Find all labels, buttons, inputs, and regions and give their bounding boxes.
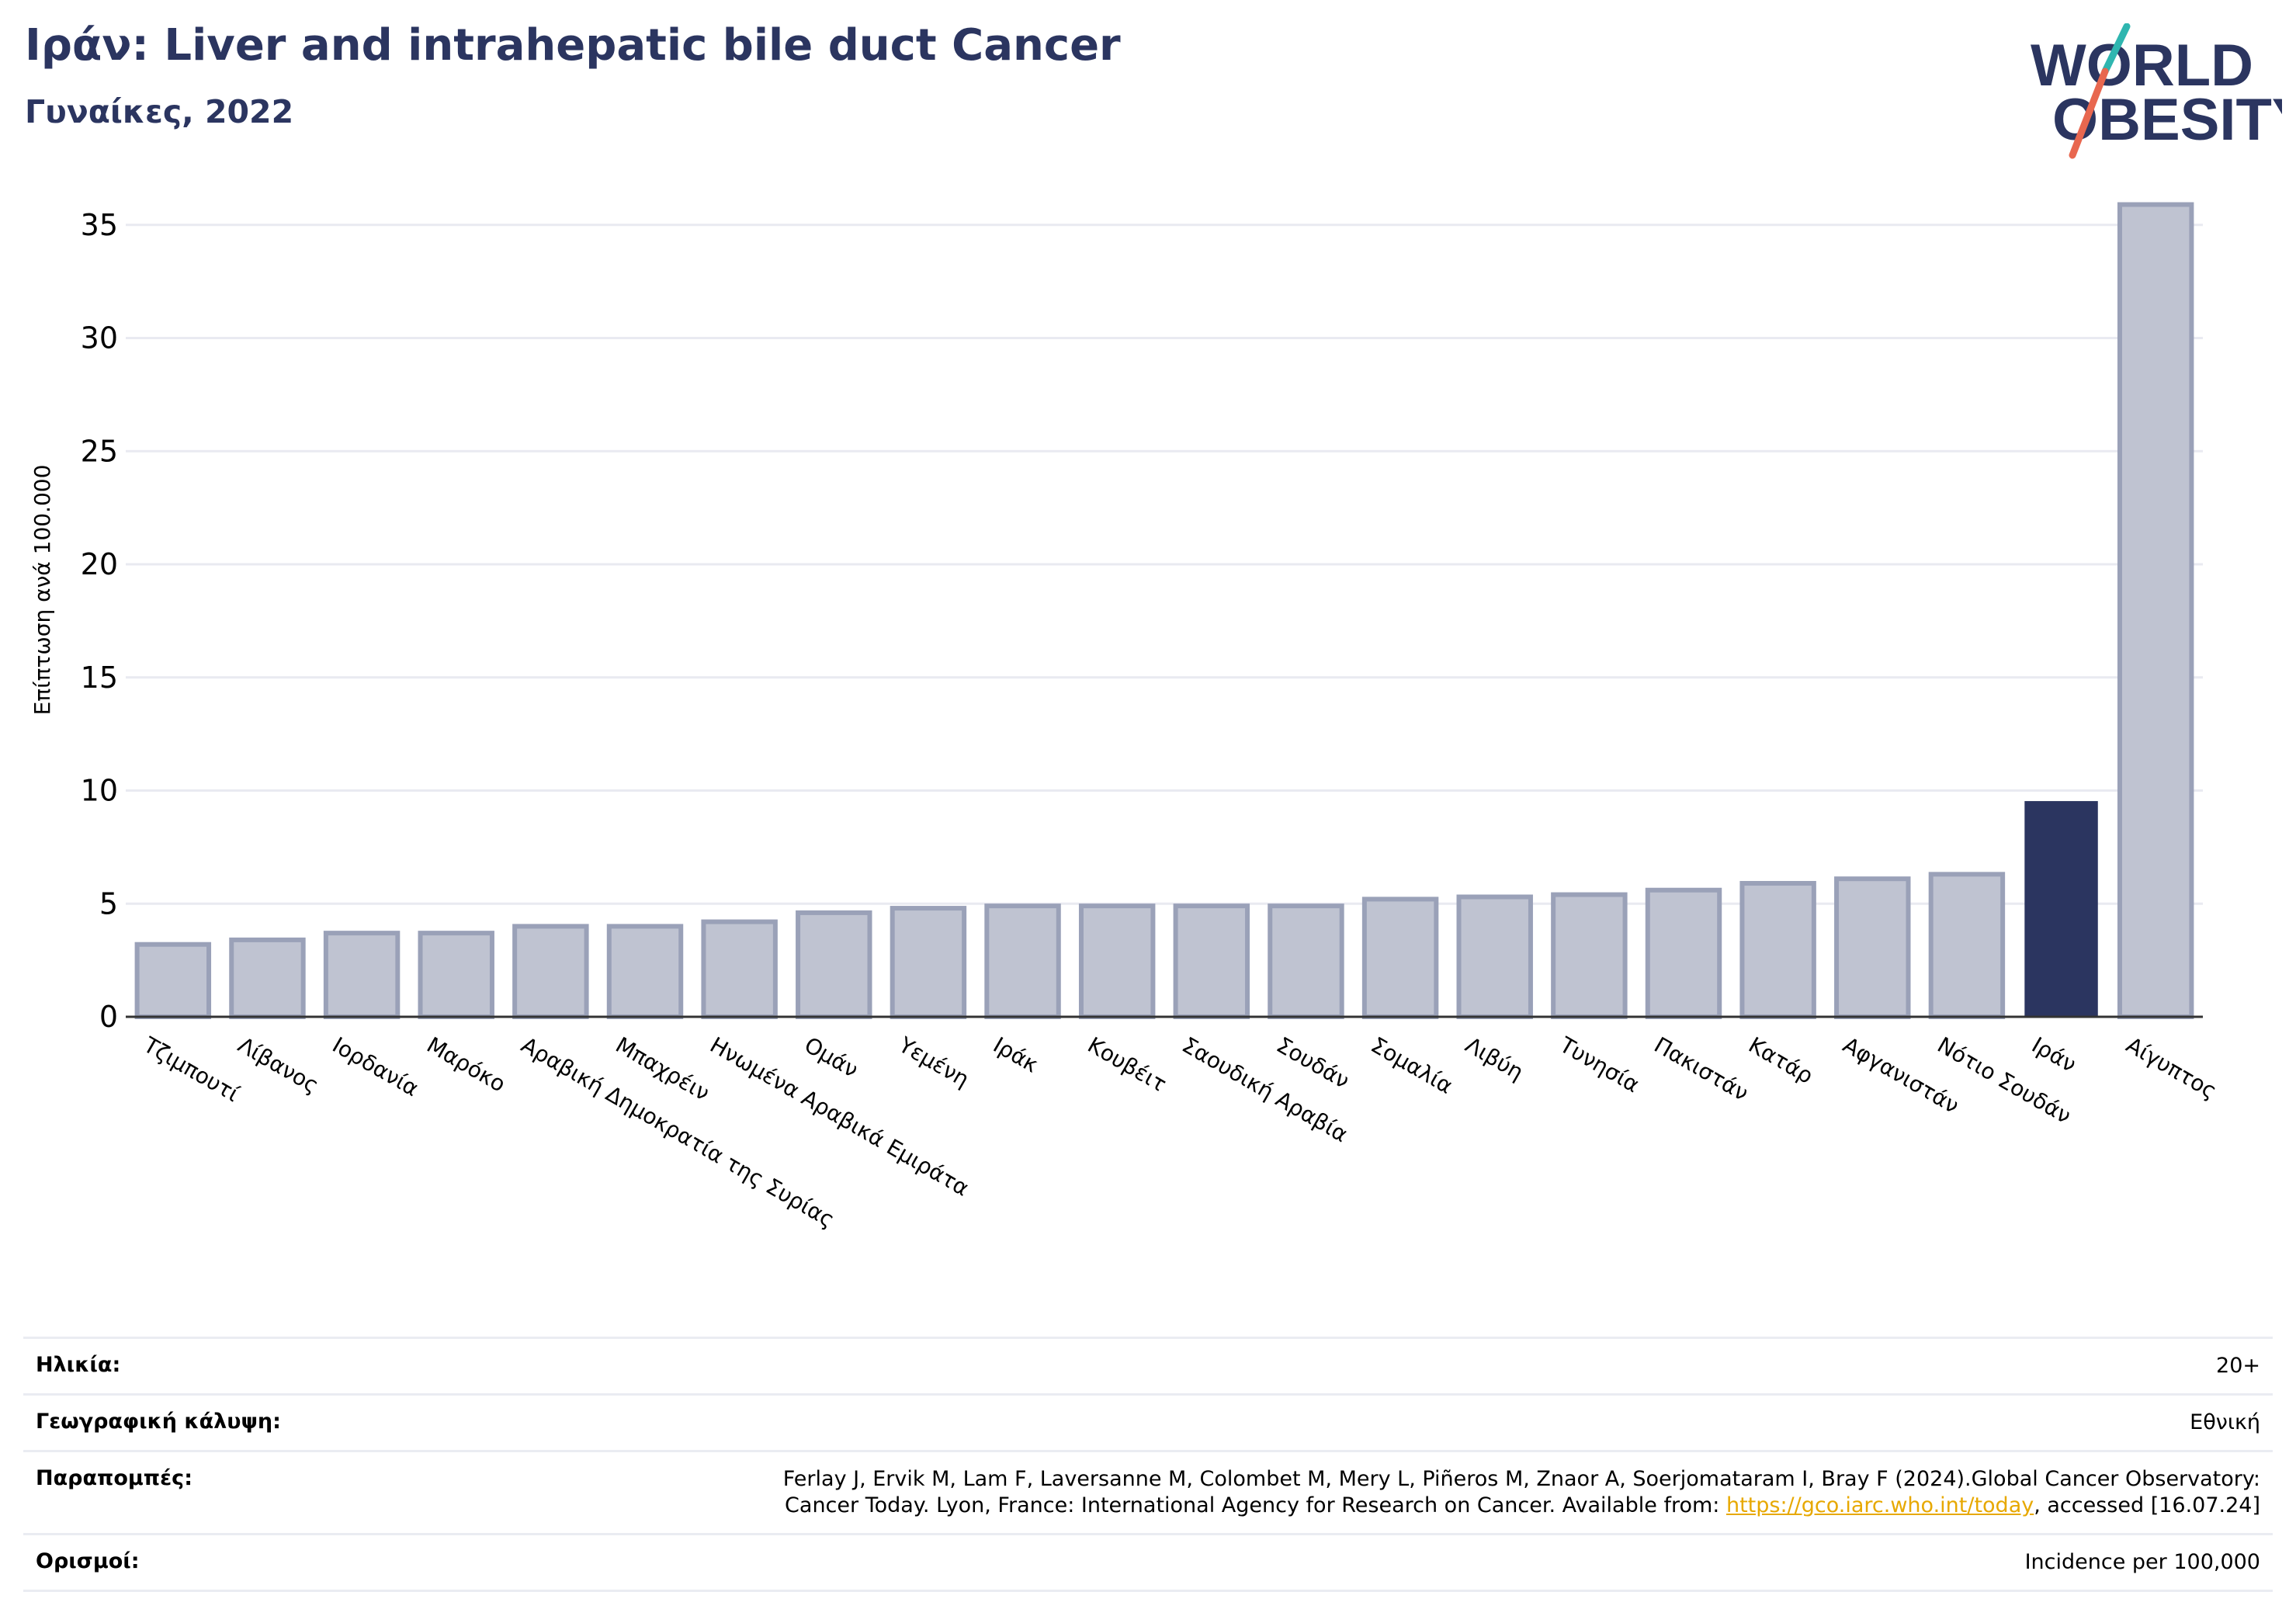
y-tick-labels: 0 5 10 15 20 25 30 35 [81, 208, 118, 1034]
x-tick-label: Σαουδική Αραβία [1177, 1032, 1352, 1147]
logo-text-world: WORLD [2031, 33, 2253, 99]
bar [1739, 881, 1816, 1020]
meta-row-references: Παραπομπές: Ferlay J, Ervik M, Lam F, La… [23, 1450, 2273, 1533]
bar [984, 903, 1061, 1020]
y-tick-label: 25 [81, 434, 118, 468]
references-label: Παραπομπές: [36, 1466, 192, 1490]
age-label: Ηλικία: [36, 1353, 121, 1377]
bar [2117, 202, 2194, 1019]
meta-row-definitions: Ορισμοί: Incidence per 100,000 [23, 1533, 2273, 1592]
references-link[interactable]: https://gco.iarc.who.int/today [1725, 1493, 2034, 1517]
x-tick-label: Πακιστάν [1650, 1032, 1753, 1106]
gridlines [126, 224, 2203, 905]
page-title: Ιράν: Liver and intrahepatic bile duct C… [25, 20, 1121, 71]
bar [1268, 903, 1344, 1020]
y-tick-label: 15 [81, 661, 118, 695]
meta-row-coverage: Γεωγραφική κάλυψη: Εθνική [23, 1393, 2273, 1450]
y-tick-label: 0 [99, 1000, 118, 1034]
bar [2024, 801, 2098, 1018]
logo-text-obesity: OBESITY [2052, 87, 2282, 153]
x-tick-label: Υεμένη [894, 1032, 974, 1092]
y-tick-label: 10 [81, 774, 118, 808]
y-tick-label: 20 [81, 547, 118, 581]
x-tick-label: Λιβύη [1461, 1032, 1528, 1085]
metadata-table: Ηλικία: 20+ Γεωγραφική κάλυψη: Εθνική Πα… [23, 1337, 2273, 1592]
x-tick-label: Σομαλία [1367, 1032, 1458, 1098]
bar [1645, 887, 1722, 1020]
bar [796, 910, 872, 1020]
page-subtitle: Γυναίκες, 2022 [25, 93, 294, 130]
x-tick-label: Ιορδανία [328, 1032, 423, 1101]
references-line-2: Cancer Today. Lyon, France: Internationa… [785, 1493, 1726, 1517]
bars [134, 202, 2194, 1020]
logo-slash-coral [2069, 68, 2109, 159]
x-tick-label: Λίβανος [234, 1032, 323, 1098]
x-tick-label: Κατάρ [1744, 1032, 1817, 1089]
bar [1551, 892, 1628, 1019]
x-tick-label: Σουδάν [1272, 1032, 1354, 1094]
x-tick-label: Κουβέιτ [1084, 1032, 1171, 1097]
definitions-value: Incidence per 100,000 [2024, 1550, 2260, 1574]
x-tick-label: Μαρόκο [422, 1032, 510, 1097]
y-axis-label: Επίπτωση ανά 100.000 [29, 465, 55, 716]
bar [1361, 896, 1439, 1020]
references-value: Ferlay J, Ervik M, Lam F, Laversanne M, … [783, 1466, 2260, 1519]
coverage-label: Γεωγραφική κάλυψη: [36, 1410, 281, 1434]
bar [1078, 903, 1156, 1020]
y-tick-label: 30 [81, 321, 118, 355]
x-tick-label: Τζιμπουτί [138, 1032, 244, 1107]
definitions-label: Ορισμοί: [36, 1549, 140, 1573]
bar [512, 924, 589, 1020]
world-obesity-logo: WORLD OBESITY [2031, 23, 2282, 159]
bar [1456, 894, 1533, 1019]
x-tick-label: Ιράκ [989, 1032, 1042, 1077]
references-line-1: Ferlay J, Ervik M, Lam F, Laversanne M, … [782, 1467, 2260, 1491]
x-tick-label: Ομάν [800, 1032, 863, 1083]
x-tick-label: Ιράν [2027, 1032, 2081, 1077]
bar [229, 937, 306, 1020]
references-accessed: , accessed [16.07.24] [2034, 1493, 2260, 1517]
bar [606, 924, 684, 1020]
x-tick-label: Αίγυπτος [2122, 1032, 2221, 1104]
x-tick-label: Τυνησία [1555, 1032, 1644, 1098]
x-tick-label: Αραβική Δημοκρατία της Συρίας [517, 1032, 839, 1233]
age-value: 20+ [2216, 1354, 2260, 1378]
meta-row-age: Ηλικία: 20+ [23, 1337, 2273, 1393]
y-tick-label: 5 [99, 886, 118, 921]
bar [323, 931, 401, 1020]
bar [134, 942, 212, 1019]
bar [418, 931, 494, 1020]
bar [701, 919, 778, 1019]
coverage-value: Εθνική [2190, 1410, 2260, 1434]
y-tick-label: 35 [81, 208, 118, 242]
logo-slash-teal [2101, 23, 2131, 75]
bar [1173, 903, 1250, 1020]
bar [890, 906, 967, 1019]
bar [1834, 876, 1911, 1020]
bar [1928, 872, 2006, 1019]
